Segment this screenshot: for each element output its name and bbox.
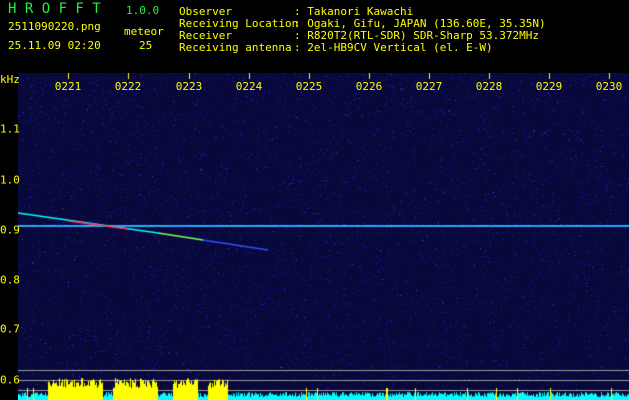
x-tick-label: 0229 — [535, 80, 563, 93]
file-name: 2511090220.png — [8, 20, 101, 33]
spectrogram — [18, 73, 629, 400]
info-value: : Takanori Kawachi — [294, 5, 414, 18]
info-label: Receiving Location — [179, 17, 299, 30]
y-tick-label: 0.7 — [0, 322, 20, 336]
x-tick-label: 0224 — [235, 80, 263, 93]
x-tick-label: 0227 — [415, 80, 443, 93]
x-tick-label: 0223 — [175, 80, 203, 93]
info-value: : Ogaki, Gifu, JAPAN (136.60E, 35.35N) — [294, 17, 546, 30]
info-label: Receiving antenna — [179, 41, 292, 54]
y-tick-label: 1.0 — [0, 173, 20, 187]
y-unit-label: kHz — [0, 73, 20, 86]
info-value: : R820T2(RTL-SDR) SDR-Sharp 53.372MHz — [294, 29, 540, 42]
meteor-label: meteor — [124, 25, 164, 38]
file-datetime: 25.11.09 02:20 — [8, 39, 101, 52]
y-tick-label: 1.1 — [0, 122, 20, 136]
y-tick-label: 0.8 — [0, 273, 20, 287]
info-value: : 2el-HB9CV Vertical (el. E-W) — [294, 41, 493, 54]
x-tick-label: 0221 — [54, 80, 82, 93]
x-tick-label: 0228 — [475, 80, 503, 93]
app-title: H R O F F T — [8, 1, 101, 17]
app-version: 1.0.0 — [126, 4, 160, 17]
y-tick-label: 0.6 — [0, 373, 20, 387]
x-tick-label: 0230 — [595, 80, 623, 93]
info-label: Receiver — [179, 29, 232, 42]
info-label: Observer — [179, 5, 232, 18]
meteor-count: 25 — [139, 39, 153, 52]
x-tick-label: 0226 — [355, 80, 383, 93]
x-tick-label: 0222 — [114, 80, 142, 93]
x-tick-label: 0225 — [295, 80, 323, 93]
y-tick-label: 0.9 — [0, 223, 20, 237]
